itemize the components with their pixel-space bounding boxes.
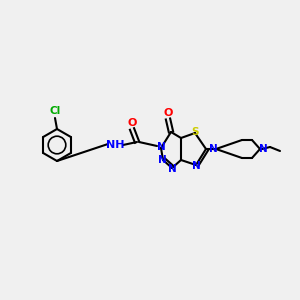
Text: NH: NH (106, 140, 124, 150)
Text: N: N (208, 144, 217, 154)
Text: N: N (259, 144, 267, 154)
Text: N: N (192, 161, 200, 171)
Text: N: N (158, 155, 166, 165)
Text: Cl: Cl (50, 106, 61, 116)
Text: N: N (168, 164, 176, 174)
Text: N: N (157, 142, 165, 152)
Text: S: S (191, 127, 199, 137)
Text: O: O (163, 108, 173, 118)
Text: O: O (127, 118, 137, 128)
